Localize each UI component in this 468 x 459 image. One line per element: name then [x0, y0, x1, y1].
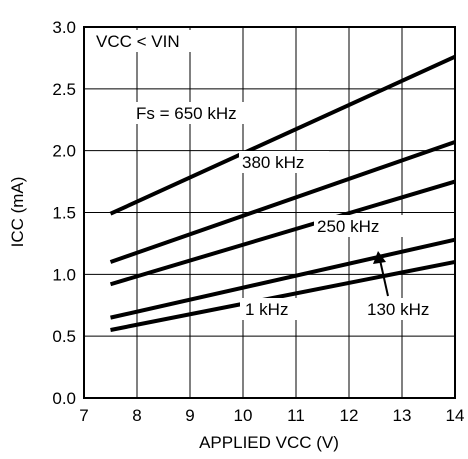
- series-label-bg-1: [240, 298, 300, 320]
- condition-text: VCC < VIN: [96, 32, 180, 51]
- x-tick-labels: 7 8 9 10 11 12 13 14: [79, 406, 464, 425]
- y-axis-label: ICC (mA): [8, 177, 27, 248]
- series-label-650khz: Fs = 650 kHz: [136, 104, 237, 123]
- x-tick-label: 12: [340, 406, 359, 425]
- x-tick-label: 13: [393, 406, 412, 425]
- series-label-380khz: 380 kHz: [242, 153, 304, 172]
- y-tick-label: 2.5: [52, 80, 76, 99]
- plot-frame: [83, 26, 456, 399]
- arrow-head: [373, 251, 386, 264]
- x-tick-label: 10: [234, 406, 253, 425]
- series-label-250khz: 250 kHz: [317, 217, 379, 236]
- y-tick-label: 1.0: [52, 265, 76, 284]
- x-tick-label: 14: [446, 406, 465, 425]
- series-label-130khz: 130 kHz: [367, 300, 429, 319]
- series-label-bg-130: [364, 298, 454, 320]
- x-tick-label: 7: [79, 406, 88, 425]
- x-tick-label: 9: [185, 406, 194, 425]
- x-axis-label: APPLIED VCC (V): [199, 433, 339, 452]
- series-line-3: [110, 237, 456, 320]
- series-label-bg-380: [239, 151, 329, 173]
- series-line-0: [109, 54, 456, 216]
- y-tick-labels: 0.0 0.5 1.0 1.5 2.0 2.5 3.0: [52, 18, 76, 408]
- series-label-bg-650: [133, 102, 281, 124]
- series-line-4: [110, 260, 456, 332]
- y-tick-label: 0.0: [52, 389, 76, 408]
- y-tick-label: 1.5: [52, 204, 76, 223]
- arrow-shaft: [379, 259, 389, 297]
- y-tick-label: 0.5: [52, 327, 76, 346]
- x-tick-label: 8: [132, 406, 141, 425]
- condition-text-background: [92, 30, 194, 52]
- series-line-1: [109, 140, 456, 264]
- y-tick-label: 2.0: [52, 142, 76, 161]
- y-tick-label: 3.0: [52, 18, 76, 37]
- x-tick-label: 11: [287, 406, 305, 425]
- series-lines: [109, 54, 456, 332]
- series-label-bg-250: [314, 215, 404, 237]
- series-line-2: [109, 179, 456, 287]
- series-label-1khz: 1 kHz: [245, 300, 288, 319]
